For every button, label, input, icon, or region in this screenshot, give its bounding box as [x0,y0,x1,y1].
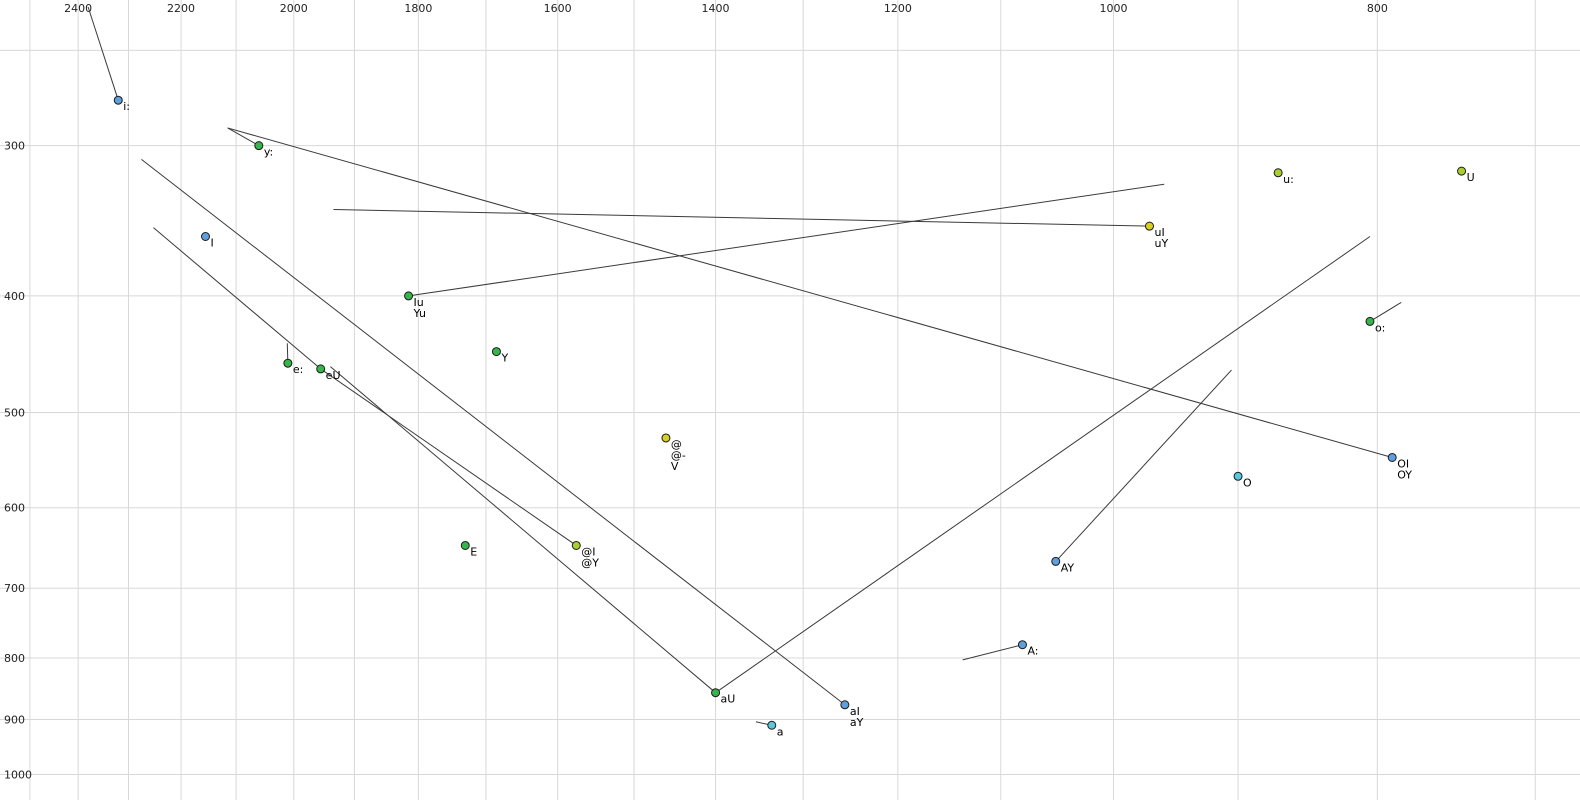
vowel-label-@: @ [671,438,682,451]
vowel-point-uI[interactable] [1144,221,1154,231]
x-tick-label-800: 800 [1367,2,1388,15]
vowel-point-e:[interactable] [283,358,293,368]
vowel-label-@I: @I [581,545,595,558]
vowel-label-U: U [1467,171,1475,184]
vowel-label-@-3: V [671,460,679,473]
trajectory-Iu-glide [408,183,1165,297]
vowel-point-eU[interactable] [316,364,326,374]
vowel-label-OI-2: OY [1397,468,1412,481]
vowel-label-aI-2: aY [850,716,864,729]
vowel-point-aU[interactable] [711,688,721,698]
vowel-label-A:: A: [1027,645,1038,658]
vowel-label-Y: Y [500,352,508,365]
vowel-point-o:[interactable] [1365,316,1375,326]
vowel-point-@I[interactable] [571,540,581,550]
y-tick-label-700: 700 [4,582,25,595]
trajectory-OI-glide [227,127,1393,458]
vowel-point-y:[interactable] [254,141,264,151]
vowel-label-E: E [470,545,477,558]
trajectory-o:-onglide [1369,301,1402,322]
vowel-label-I: I [211,237,214,250]
vowel-point-Iu[interactable] [404,291,414,301]
x-tick-label-1800: 1800 [404,2,432,15]
vowel-label-u:: u: [1283,173,1294,186]
vowel-point-a[interactable] [767,720,777,730]
trajectory-aU-glide [715,236,1371,694]
trajectory-uI-glide [333,208,1150,227]
vowel-point-u:[interactable] [1273,168,1283,178]
vowel-label-a: a [777,725,784,738]
vowel-point-@[interactable] [661,433,671,443]
trajectory-y:-onglide [227,127,260,147]
vowel-label-AY: AY [1061,561,1075,574]
vowel-point-OI[interactable] [1387,452,1397,462]
vowel-point-U[interactable] [1457,166,1467,176]
trajectory-eU-onglide [153,227,322,370]
x-tick-label-1200: 1200 [884,2,912,15]
x-tick-label-2000: 2000 [280,2,308,15]
x-tick-label-1400: 1400 [702,2,730,15]
vowel-label-o:: o: [1375,321,1385,334]
vowel-label-e:: e: [293,363,303,376]
x-tick-label-2400: 2400 [64,2,92,15]
x-tick-label-2200: 2200 [167,2,195,15]
vowel-point-E[interactable] [460,540,470,550]
vowel-label-i:: i: [123,100,130,113]
vowel-label-OI: OI [1397,457,1409,470]
vowel-point-A:[interactable] [1017,640,1027,650]
trajectory-aU-onglide [330,366,716,694]
vowel-label-aI: aI [850,705,860,718]
y-tick-label-300: 300 [4,140,25,153]
trajectory-A:-onglide [962,644,1023,661]
trajectory-AY-glide [1055,369,1232,562]
y-tick-label-500: 500 [4,406,25,419]
y-tick-label-400: 400 [4,290,25,303]
vowel-label-aU: aU [721,693,736,706]
vowel-label-Iu: Iu [414,296,424,309]
x-tick-label-1000: 1000 [1099,2,1127,15]
trajectory-aI-glide [141,158,846,706]
y-tick-label-1000: 1000 [4,769,32,782]
vowel-label-y:: y: [264,146,273,159]
y-tick-label-800: 800 [4,652,25,665]
vowel-point-AY[interactable] [1051,556,1061,566]
trajectory-@I-glide [320,368,577,546]
y-tick-label-600: 600 [4,502,25,515]
y-tick-label-900: 900 [4,713,25,726]
vowel-label-uI: uI [1154,226,1164,239]
x-tick-label-1600: 1600 [544,2,572,15]
vowel-label-@I-2: @Y [581,556,599,569]
vowel-point-aI[interactable] [840,700,850,710]
vowel-point-I[interactable] [201,232,211,242]
vowel-label-eU: eU [326,369,341,382]
trajectory-i:-onglide [87,6,119,101]
vowel-label-O: O [1243,476,1252,489]
vowel-point-Y[interactable] [491,347,501,357]
vowel-label-uI-2: uY [1154,237,1168,250]
vowel-label-@-2: @- [671,449,686,462]
vowel-point-i:[interactable] [113,95,123,105]
vowel-point-O[interactable] [1233,471,1243,481]
vowel-label-Iu-2: Yu [413,307,426,320]
